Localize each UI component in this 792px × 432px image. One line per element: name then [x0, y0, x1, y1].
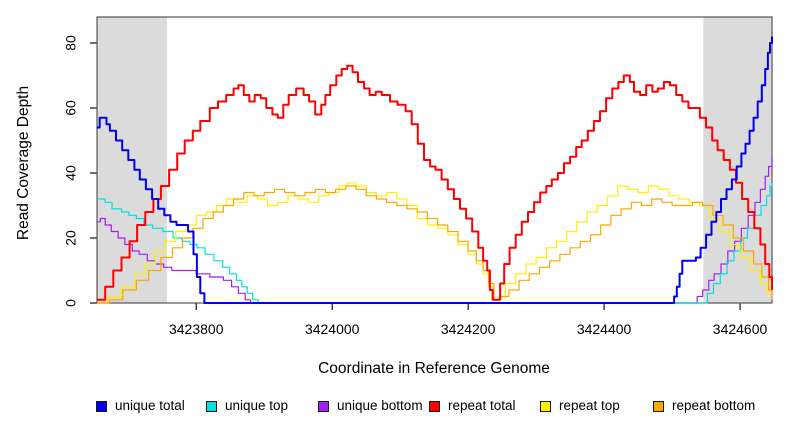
x-axis-title: Coordinate in Reference Genome	[318, 360, 550, 377]
flank-region	[703, 17, 772, 303]
x-tick-label: 3424400	[577, 321, 632, 337]
y-tick-label: 60	[63, 100, 79, 116]
y-tick-label: 20	[63, 230, 79, 246]
series-line-unique-total	[97, 36, 773, 304]
y-tick-label: 40	[63, 165, 79, 181]
series-line-repeat-total	[97, 64, 773, 301]
plot-border	[96, 16, 773, 304]
series-lines	[97, 36, 773, 304]
y-tick-label: 80	[63, 35, 79, 51]
series-line-unique-bottom	[97, 156, 773, 304]
y-axis-ticks: 0 20 40 60 80	[63, 35, 97, 307]
x-tick-label: 3423800	[169, 321, 224, 337]
series-line-unique-top	[97, 182, 773, 304]
series-line-repeat-top	[97, 182, 773, 304]
flank-shaded-regions	[97, 17, 772, 303]
x-axis-ticks: 3423800 3424000 3424200 3424400 3424600	[169, 303, 768, 337]
y-axis-title: Read Coverage Depth	[15, 86, 32, 240]
x-tick-label: 3424600	[713, 321, 768, 337]
x-tick-label: 3424200	[441, 321, 496, 337]
series-line-repeat-bottom	[97, 185, 773, 304]
y-tick-label: 0	[63, 299, 79, 307]
x-tick-label: 3424000	[305, 321, 360, 337]
